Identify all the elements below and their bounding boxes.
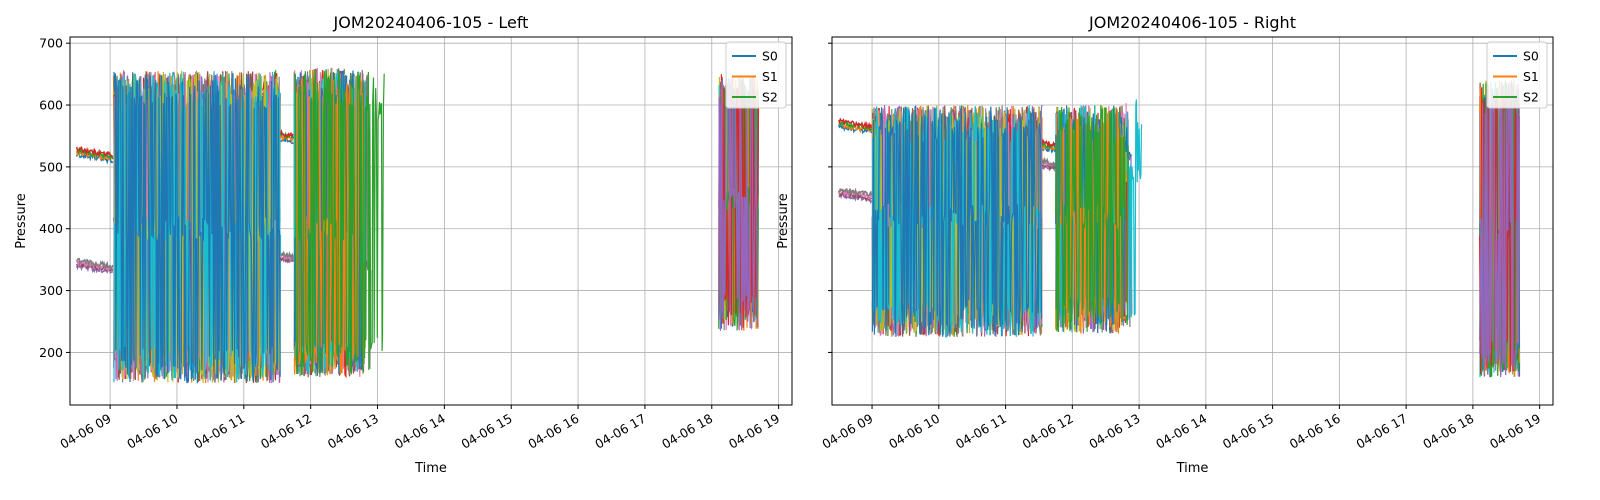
- left-segment: [363, 71, 385, 371]
- left-segment: [112, 69, 282, 384]
- left-series-line: [75, 145, 113, 158]
- right-series-line: [1125, 171, 1128, 181]
- right-x-tick-label: 04-06 09: [819, 411, 875, 452]
- right-segment: [1041, 138, 1056, 173]
- right-series-line: [1041, 144, 1056, 151]
- left-data-layer: [75, 67, 760, 384]
- left-chart-panel: 04-06 09 04-06 10 04-06 11 04-06 12 04-06 13…: [14, 13, 793, 476]
- right-series-line: [1041, 156, 1056, 168]
- left-x-tick-label: 04-06 18: [659, 411, 715, 452]
- right-x-tick-label: 04-06 13: [1086, 411, 1142, 452]
- right-segment: [1055, 104, 1127, 334]
- right-legend-label: S1: [1523, 69, 1539, 84]
- left-segment: [718, 74, 760, 331]
- left-legend-label: S1: [762, 69, 778, 84]
- left-x-tick-label: 04-06 14: [392, 411, 448, 452]
- left-series-line: [113, 71, 281, 384]
- left-x-tick-label: 04-06 12: [258, 411, 314, 452]
- left-series-line: [294, 68, 365, 376]
- left-y-tick-label: 200: [39, 345, 63, 360]
- right-series-line: [1055, 105, 1126, 333]
- right-x-tick-label: 04-06 14: [1153, 411, 1209, 452]
- right-series-line: [1041, 161, 1056, 171]
- left-x-tick-label: 04-06 17: [592, 411, 648, 452]
- right-x-tick-label: 04-06 16: [1287, 411, 1343, 452]
- left-x-tick-label: 04-06 10: [124, 411, 180, 452]
- left-y-tick-label: 400: [39, 221, 63, 236]
- right-series-line: [1125, 181, 1127, 302]
- left-x-tick-label: 04-06 16: [525, 411, 581, 452]
- right-segment: [1479, 80, 1521, 378]
- left-legend: S0 S1 S2: [725, 41, 787, 109]
- right-series-line: [1125, 127, 1133, 160]
- left-x-tick-label: 04-06 09: [57, 411, 113, 452]
- right-series-line: [871, 105, 1043, 337]
- left-x-tick-label: 04-06 15: [459, 411, 515, 452]
- left-segment: [75, 145, 114, 275]
- left-segment: [293, 67, 365, 379]
- left-y-tick-label: 300: [39, 283, 63, 298]
- right-legend-box: [1486, 41, 1548, 109]
- left-series-line: [76, 257, 114, 271]
- right-legend-label: S0: [1523, 49, 1539, 64]
- right-x-tick-label: 04-06 12: [1020, 411, 1076, 452]
- right-series-line: [1125, 145, 1129, 325]
- left-y-tick-label: 500: [39, 159, 63, 174]
- right-x-axis-label: Time: [1176, 461, 1209, 476]
- left-series-line: [279, 133, 295, 145]
- right-chart-title: JOM20240406-105 - Right: [1088, 13, 1296, 32]
- right-x-tick-label: 04-06 15: [1220, 411, 1276, 452]
- left-series-line: [363, 81, 367, 264]
- right-series-line: [837, 117, 873, 131]
- left-x-tick-label: 04-06 19: [726, 411, 782, 452]
- right-segment: [1125, 99, 1143, 328]
- right-x-tick-label: 04-06 19: [1487, 411, 1543, 452]
- right-legend-label: S2: [1523, 90, 1539, 105]
- left-x-axis-label: Time: [414, 461, 447, 476]
- left-chart-title: JOM20240406-105 - Left: [333, 13, 529, 32]
- left-x-tick-label: 04-06 13: [325, 411, 381, 452]
- right-plot-frame: [831, 36, 1554, 406]
- left-legend-label: S0: [762, 49, 778, 64]
- right-series-line: [838, 187, 873, 197]
- right-segment: [837, 117, 873, 205]
- right-chart-panel: 04-06 09 04-06 10 04-06 11 04-06 12 04-06 13…: [776, 13, 1554, 476]
- right-segment: [871, 104, 1043, 338]
- left-legend-label: S2: [762, 90, 778, 105]
- right-x-tick-label: 04-06 11: [953, 411, 1009, 452]
- left-series-line: [364, 71, 385, 371]
- left-x-tick-label: 04-06 11: [191, 411, 247, 452]
- right-legend: S0 S1 S2: [1486, 41, 1548, 109]
- left-segment: [279, 128, 295, 264]
- right-x-tick-label: 04-06 18: [1420, 411, 1476, 452]
- left-legend-box: [725, 41, 787, 109]
- right-data-layer: [837, 80, 1521, 378]
- left-plot-frame: [69, 36, 793, 406]
- right-series-line: [1041, 138, 1056, 149]
- right-series-line: [1125, 99, 1143, 319]
- right-x-tick-label: 04-06 10: [886, 411, 942, 452]
- left-series-line: [280, 250, 295, 261]
- left-series-line: [279, 128, 294, 139]
- left-y-tick-label: 600: [39, 98, 63, 113]
- left-y-axis-label: Pressure: [14, 193, 29, 249]
- right-x-tick-label: 04-06 17: [1353, 411, 1409, 452]
- right-y-axis-label: Pressure: [776, 193, 791, 249]
- left-y-tick-label: 700: [39, 36, 63, 51]
